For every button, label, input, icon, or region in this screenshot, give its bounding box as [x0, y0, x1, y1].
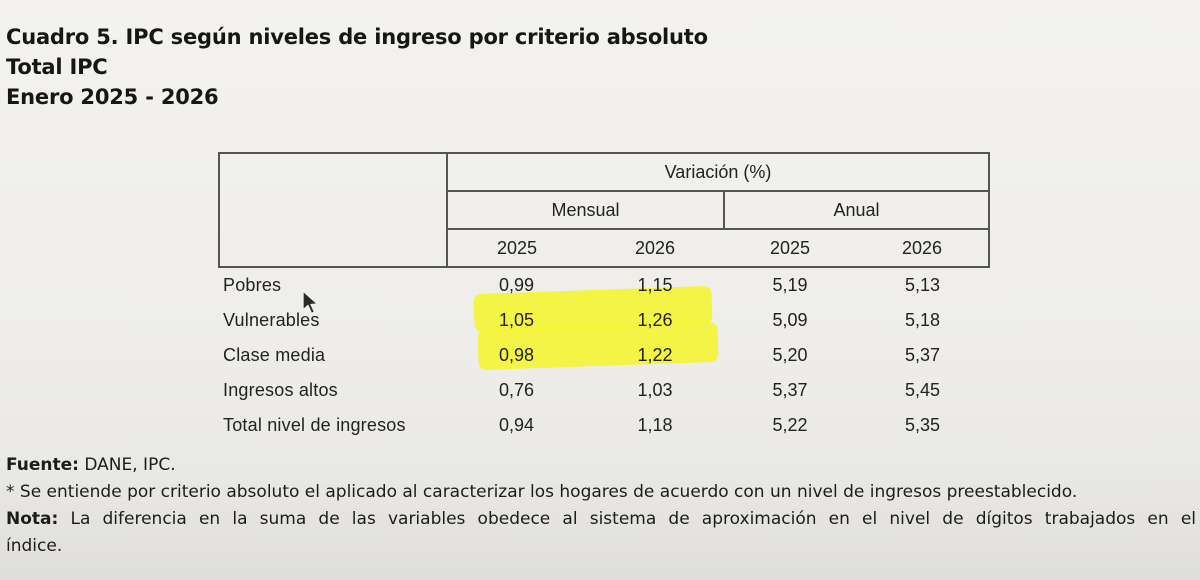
note-label: Nota:	[6, 509, 59, 529]
ipc-table: Variación (%) Mensual Anual 2025 2026 20…	[218, 152, 990, 443]
note-continuation: índice.	[6, 536, 63, 556]
cell-value: 5,45	[904, 380, 941, 400]
row-label: Pobres	[223, 275, 282, 295]
source-text: DANE, IPC.	[78, 455, 176, 475]
asterisk-note: * Se entiende por criterio absoluto el a…	[6, 482, 1078, 502]
cell-value: 5,19	[772, 275, 808, 295]
table-subtitle: Total IPC	[6, 55, 108, 79]
row-label: Clase media	[223, 345, 326, 365]
title-block: Cuadro 5. IPC según niveles de ingreso p…	[6, 22, 708, 112]
cell-value: 1,26	[637, 310, 673, 330]
table-title: Cuadro 5. IPC según niveles de ingreso p…	[6, 25, 708, 49]
cell-value: 5,37	[904, 345, 941, 365]
cell-value: 1,03	[637, 380, 673, 400]
cell-value: 5,18	[904, 310, 941, 330]
source-label: Fuente:	[6, 455, 79, 475]
source-line: Fuente: DANE, IPC.	[6, 452, 1196, 479]
row-label: Total nivel de ingresos	[223, 415, 406, 435]
header-anual: Anual	[724, 191, 990, 230]
table-period: Enero 2025 - 2026	[6, 85, 219, 109]
header-variacion: Variación (%)	[447, 152, 990, 192]
cell-value: 0,99	[498, 275, 535, 295]
cell-value: 1,15	[637, 275, 673, 295]
cell-value: 5,13	[904, 275, 941, 295]
footnotes: Fuente: DANE, IPC. * Se entiende por cri…	[6, 452, 1196, 560]
table-row: Total nivel de ingresos 0,94 1,18 5,22 5…	[219, 408, 989, 443]
table-row: Pobres 0,99 1,15 5,19 5,13	[219, 267, 989, 303]
table-row: Vulnerables 1,05 1,26 5,09 5,18	[219, 303, 989, 338]
cell-value: 5,37	[772, 380, 808, 400]
mouse-pointer-icon	[302, 290, 319, 315]
cell-value: 1,05	[498, 310, 535, 330]
table-row: Ingresos altos 0,76 1,03 5,37 5,45	[219, 373, 989, 408]
cell-value: 0,76	[498, 380, 535, 400]
row-label: Ingresos altos	[223, 380, 338, 400]
note-line: Nota: La diferencia en la suma de las va…	[6, 506, 1196, 533]
cell-value: 5,20	[772, 345, 808, 365]
note-text: La diferencia en la suma de las variable…	[58, 509, 1196, 529]
header-year: 2026	[586, 229, 724, 268]
table-stub-header	[218, 152, 448, 191]
header-mensual: Mensual	[447, 191, 725, 230]
cell-value: 1,18	[637, 415, 673, 435]
cell-value: 5,35	[904, 415, 941, 435]
cell-value: 1,22	[637, 345, 673, 365]
row-label: Vulnerables	[223, 310, 320, 330]
cell-value: 0,98	[498, 345, 535, 365]
header-year: 2025	[447, 229, 586, 268]
header-year: 2025	[724, 229, 856, 268]
table-stub-header	[218, 191, 448, 229]
ipc-table-wrap: Variación (%) Mensual Anual 2025 2026 20…	[218, 152, 990, 443]
table-stub-header	[218, 229, 448, 268]
header-year: 2026	[856, 229, 990, 268]
table-row: Clase media 0,98 1,22 5,20 5,37	[219, 338, 989, 373]
cell-value: 5,22	[772, 415, 808, 435]
cell-value: 5,09	[772, 310, 808, 330]
cell-value: 0,94	[498, 415, 535, 435]
